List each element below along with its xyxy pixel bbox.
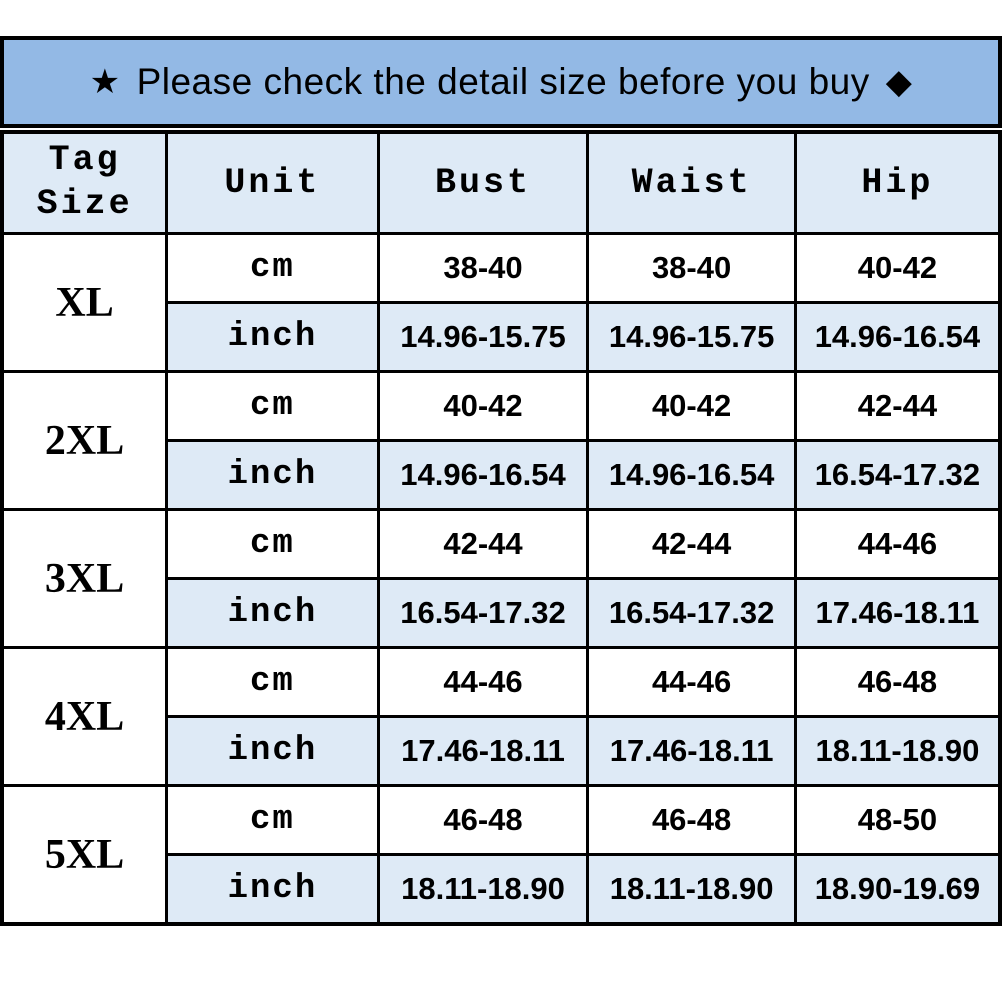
cell-hip-cm: 44-46 bbox=[793, 508, 1002, 580]
cell-hip-inch: 18.90-19.69 bbox=[793, 853, 1002, 926]
cell-waist-inch: 16.54-17.32 bbox=[586, 577, 797, 649]
cell-bust-inch: 14.96-16.54 bbox=[376, 439, 590, 511]
size-label-xl: XL bbox=[0, 232, 169, 373]
cell-bust-inch: 17.46-18.11 bbox=[376, 715, 590, 787]
banner-text: Please check the detail size before you … bbox=[136, 61, 870, 102]
header-col-tag-size: Tag Size bbox=[0, 130, 169, 235]
cell-hip-cm: 40-42 bbox=[793, 232, 1002, 304]
cell-bust-cm: 40-42 bbox=[376, 370, 590, 442]
table-row-2xl-inch: inch 14.96-16.54 14.96-16.54 16.54-17.32 bbox=[2, 439, 1002, 511]
unit-label-inch: inch bbox=[165, 577, 380, 649]
cell-waist-cm: 46-48 bbox=[586, 784, 797, 856]
header-col-hip: Hip bbox=[793, 130, 1002, 235]
cell-waist-cm: 38-40 bbox=[586, 232, 797, 304]
header-row: Tag Size Unit Bust Waist Hip bbox=[0, 130, 1002, 235]
table-row-3xl-cm: 3XL cm 42-44 42-44 44-46 bbox=[0, 508, 1002, 649]
table-row-5xl-cm: 5XL cm 46-48 46-48 48-50 bbox=[0, 784, 1002, 926]
table-row-xl-inch: inch 14.96-15.75 14.96-15.75 14.96-16.54 bbox=[2, 301, 1002, 373]
cell-hip-inch: 17.46-18.11 bbox=[793, 577, 1002, 649]
size-chart-table: Tag Size Unit Bust Waist Hip XL cm 38-40… bbox=[0, 130, 1002, 926]
unit-label-cm: cm bbox=[165, 370, 380, 442]
table-row-4xl-inch: inch 17.46-18.11 17.46-18.11 18.11-18.90 bbox=[2, 715, 1002, 787]
unit-label-inch: inch bbox=[165, 301, 380, 373]
size-label-5xl: 5XL bbox=[0, 784, 169, 926]
cell-hip-cm: 46-48 bbox=[793, 646, 1002, 718]
cell-waist-inch: 14.96-16.54 bbox=[586, 439, 797, 511]
header-col-waist: Waist bbox=[586, 130, 797, 235]
cell-bust-inch: 18.11-18.90 bbox=[376, 853, 590, 926]
unit-label-cm: cm bbox=[165, 646, 380, 718]
cell-waist-inch: 18.11-18.90 bbox=[586, 853, 797, 926]
table-row-3xl-inch: inch 16.54-17.32 16.54-17.32 17.46-18.11 bbox=[2, 577, 1002, 649]
table-row-xl-cm: XL cm 38-40 38-40 40-42 bbox=[0, 232, 1002, 373]
header-tag-line2: Size bbox=[36, 184, 133, 224]
cell-bust-cm: 46-48 bbox=[376, 784, 590, 856]
size-chart-page: ★ Please check the detail size before yo… bbox=[0, 36, 1002, 926]
header-col-bust: Bust bbox=[376, 130, 590, 235]
unit-label-inch: inch bbox=[165, 439, 380, 511]
size-label-2xl: 2XL bbox=[0, 370, 169, 511]
table-row-5xl-inch: inch 18.11-18.90 18.11-18.90 18.90-19.69 bbox=[2, 853, 1002, 926]
cell-bust-inch: 14.96-15.75 bbox=[376, 301, 590, 373]
cell-waist-inch: 14.96-15.75 bbox=[586, 301, 797, 373]
unit-label-inch: inch bbox=[165, 853, 380, 926]
unit-label-inch: inch bbox=[165, 715, 380, 787]
header-tag-line1: Tag bbox=[48, 140, 121, 181]
cell-bust-cm: 42-44 bbox=[376, 508, 590, 580]
cell-waist-cm: 42-44 bbox=[586, 508, 797, 580]
star-icon: ★ bbox=[89, 63, 121, 101]
cell-waist-inch: 17.46-18.11 bbox=[586, 715, 797, 787]
table-row-2xl-cm: 2XL cm 40-42 40-42 42-44 bbox=[0, 370, 1002, 511]
cell-hip-inch: 16.54-17.32 bbox=[793, 439, 1002, 511]
cell-hip-inch: 14.96-16.54 bbox=[793, 301, 1002, 373]
cell-hip-inch: 18.11-18.90 bbox=[793, 715, 1002, 787]
cell-bust-cm: 44-46 bbox=[376, 646, 590, 718]
cell-hip-cm: 42-44 bbox=[793, 370, 1002, 442]
unit-label-cm: cm bbox=[165, 232, 380, 304]
size-label-4xl: 4XL bbox=[0, 646, 169, 787]
cell-waist-cm: 40-42 bbox=[586, 370, 797, 442]
table-row-4xl-cm: 4XL cm 44-46 44-46 46-48 bbox=[0, 646, 1002, 787]
header-col-unit: Unit bbox=[165, 130, 380, 235]
unit-label-cm: cm bbox=[165, 784, 380, 856]
diamond-icon: ◆ bbox=[885, 63, 913, 101]
size-label-3xl: 3XL bbox=[0, 508, 169, 649]
cell-bust-inch: 16.54-17.32 bbox=[376, 577, 590, 649]
cell-waist-cm: 44-46 bbox=[586, 646, 797, 718]
unit-label-cm: cm bbox=[165, 508, 380, 580]
cell-hip-cm: 48-50 bbox=[793, 784, 1002, 856]
cell-bust-cm: 38-40 bbox=[376, 232, 590, 304]
notice-banner: ★ Please check the detail size before yo… bbox=[0, 36, 1002, 128]
